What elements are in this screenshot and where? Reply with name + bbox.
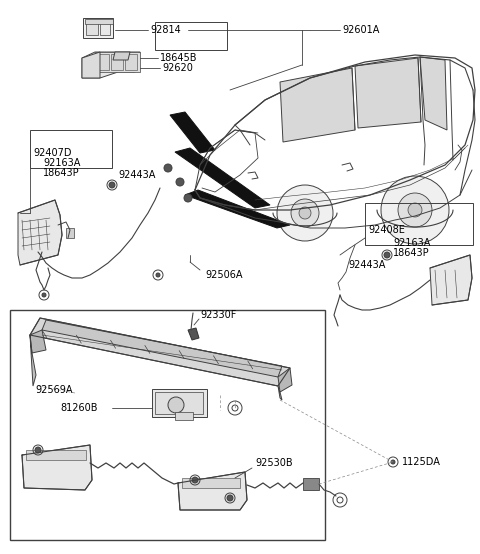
- Polygon shape: [278, 368, 292, 392]
- Circle shape: [176, 178, 184, 186]
- Text: 92443A: 92443A: [118, 170, 156, 180]
- Polygon shape: [82, 52, 100, 78]
- Circle shape: [227, 495, 233, 501]
- Bar: [26, 450, 86, 460]
- Text: 92601A: 92601A: [342, 25, 379, 35]
- Bar: [97, 54, 109, 70]
- Circle shape: [35, 447, 41, 453]
- Circle shape: [277, 185, 333, 241]
- Bar: [86, 21, 98, 35]
- Bar: [125, 54, 137, 70]
- Polygon shape: [30, 318, 290, 386]
- Circle shape: [156, 273, 160, 277]
- Text: 92408E: 92408E: [368, 225, 405, 235]
- Bar: [100, 21, 110, 35]
- Text: 92163A: 92163A: [393, 238, 431, 248]
- Circle shape: [168, 397, 184, 413]
- Bar: [303, 478, 319, 490]
- Text: 18643P: 18643P: [43, 168, 80, 178]
- Polygon shape: [430, 255, 472, 305]
- Text: 81260B: 81260B: [60, 403, 97, 413]
- Polygon shape: [280, 68, 355, 142]
- Polygon shape: [170, 112, 215, 153]
- Circle shape: [42, 293, 46, 297]
- Polygon shape: [30, 330, 46, 353]
- Text: 92530B: 92530B: [255, 458, 293, 468]
- Polygon shape: [185, 190, 290, 228]
- Bar: [10, 310, 325, 540]
- Polygon shape: [22, 445, 92, 490]
- Circle shape: [192, 477, 198, 483]
- Text: 92443A: 92443A: [348, 260, 385, 270]
- Bar: [30, 130, 112, 168]
- Bar: [155, 392, 203, 414]
- Text: 92330F: 92330F: [200, 310, 236, 320]
- Polygon shape: [42, 320, 282, 377]
- Text: 18645B: 18645B: [160, 53, 197, 63]
- Polygon shape: [18, 200, 62, 265]
- Polygon shape: [175, 148, 270, 208]
- Circle shape: [164, 164, 172, 172]
- Text: 92163A: 92163A: [43, 158, 80, 168]
- Bar: [66, 228, 74, 238]
- Bar: [175, 412, 193, 420]
- Bar: [155, 22, 227, 50]
- Bar: [111, 54, 123, 70]
- Circle shape: [398, 193, 432, 227]
- Text: 92814: 92814: [150, 25, 181, 35]
- Bar: [83, 18, 113, 38]
- Polygon shape: [188, 328, 199, 340]
- Text: 92407D: 92407D: [33, 148, 72, 158]
- Polygon shape: [420, 57, 447, 130]
- Circle shape: [291, 199, 319, 227]
- Bar: [152, 389, 207, 417]
- Polygon shape: [113, 52, 130, 60]
- Text: 1125DA: 1125DA: [402, 457, 441, 467]
- Circle shape: [384, 252, 390, 258]
- Circle shape: [408, 203, 422, 217]
- Text: 18643P: 18643P: [393, 248, 430, 258]
- Circle shape: [109, 182, 115, 188]
- Circle shape: [299, 207, 311, 219]
- Bar: [365, 203, 473, 245]
- Text: 92569A: 92569A: [35, 385, 72, 395]
- Bar: [85, 19, 113, 24]
- Polygon shape: [278, 386, 282, 400]
- Polygon shape: [30, 335, 36, 386]
- Polygon shape: [178, 472, 247, 510]
- Circle shape: [381, 176, 449, 244]
- Circle shape: [391, 460, 395, 464]
- Text: 92506A: 92506A: [205, 270, 242, 280]
- Bar: [182, 478, 240, 488]
- Bar: [95, 52, 140, 72]
- Polygon shape: [355, 58, 421, 128]
- Polygon shape: [82, 52, 140, 78]
- Text: 92620: 92620: [162, 63, 193, 73]
- Circle shape: [184, 194, 192, 202]
